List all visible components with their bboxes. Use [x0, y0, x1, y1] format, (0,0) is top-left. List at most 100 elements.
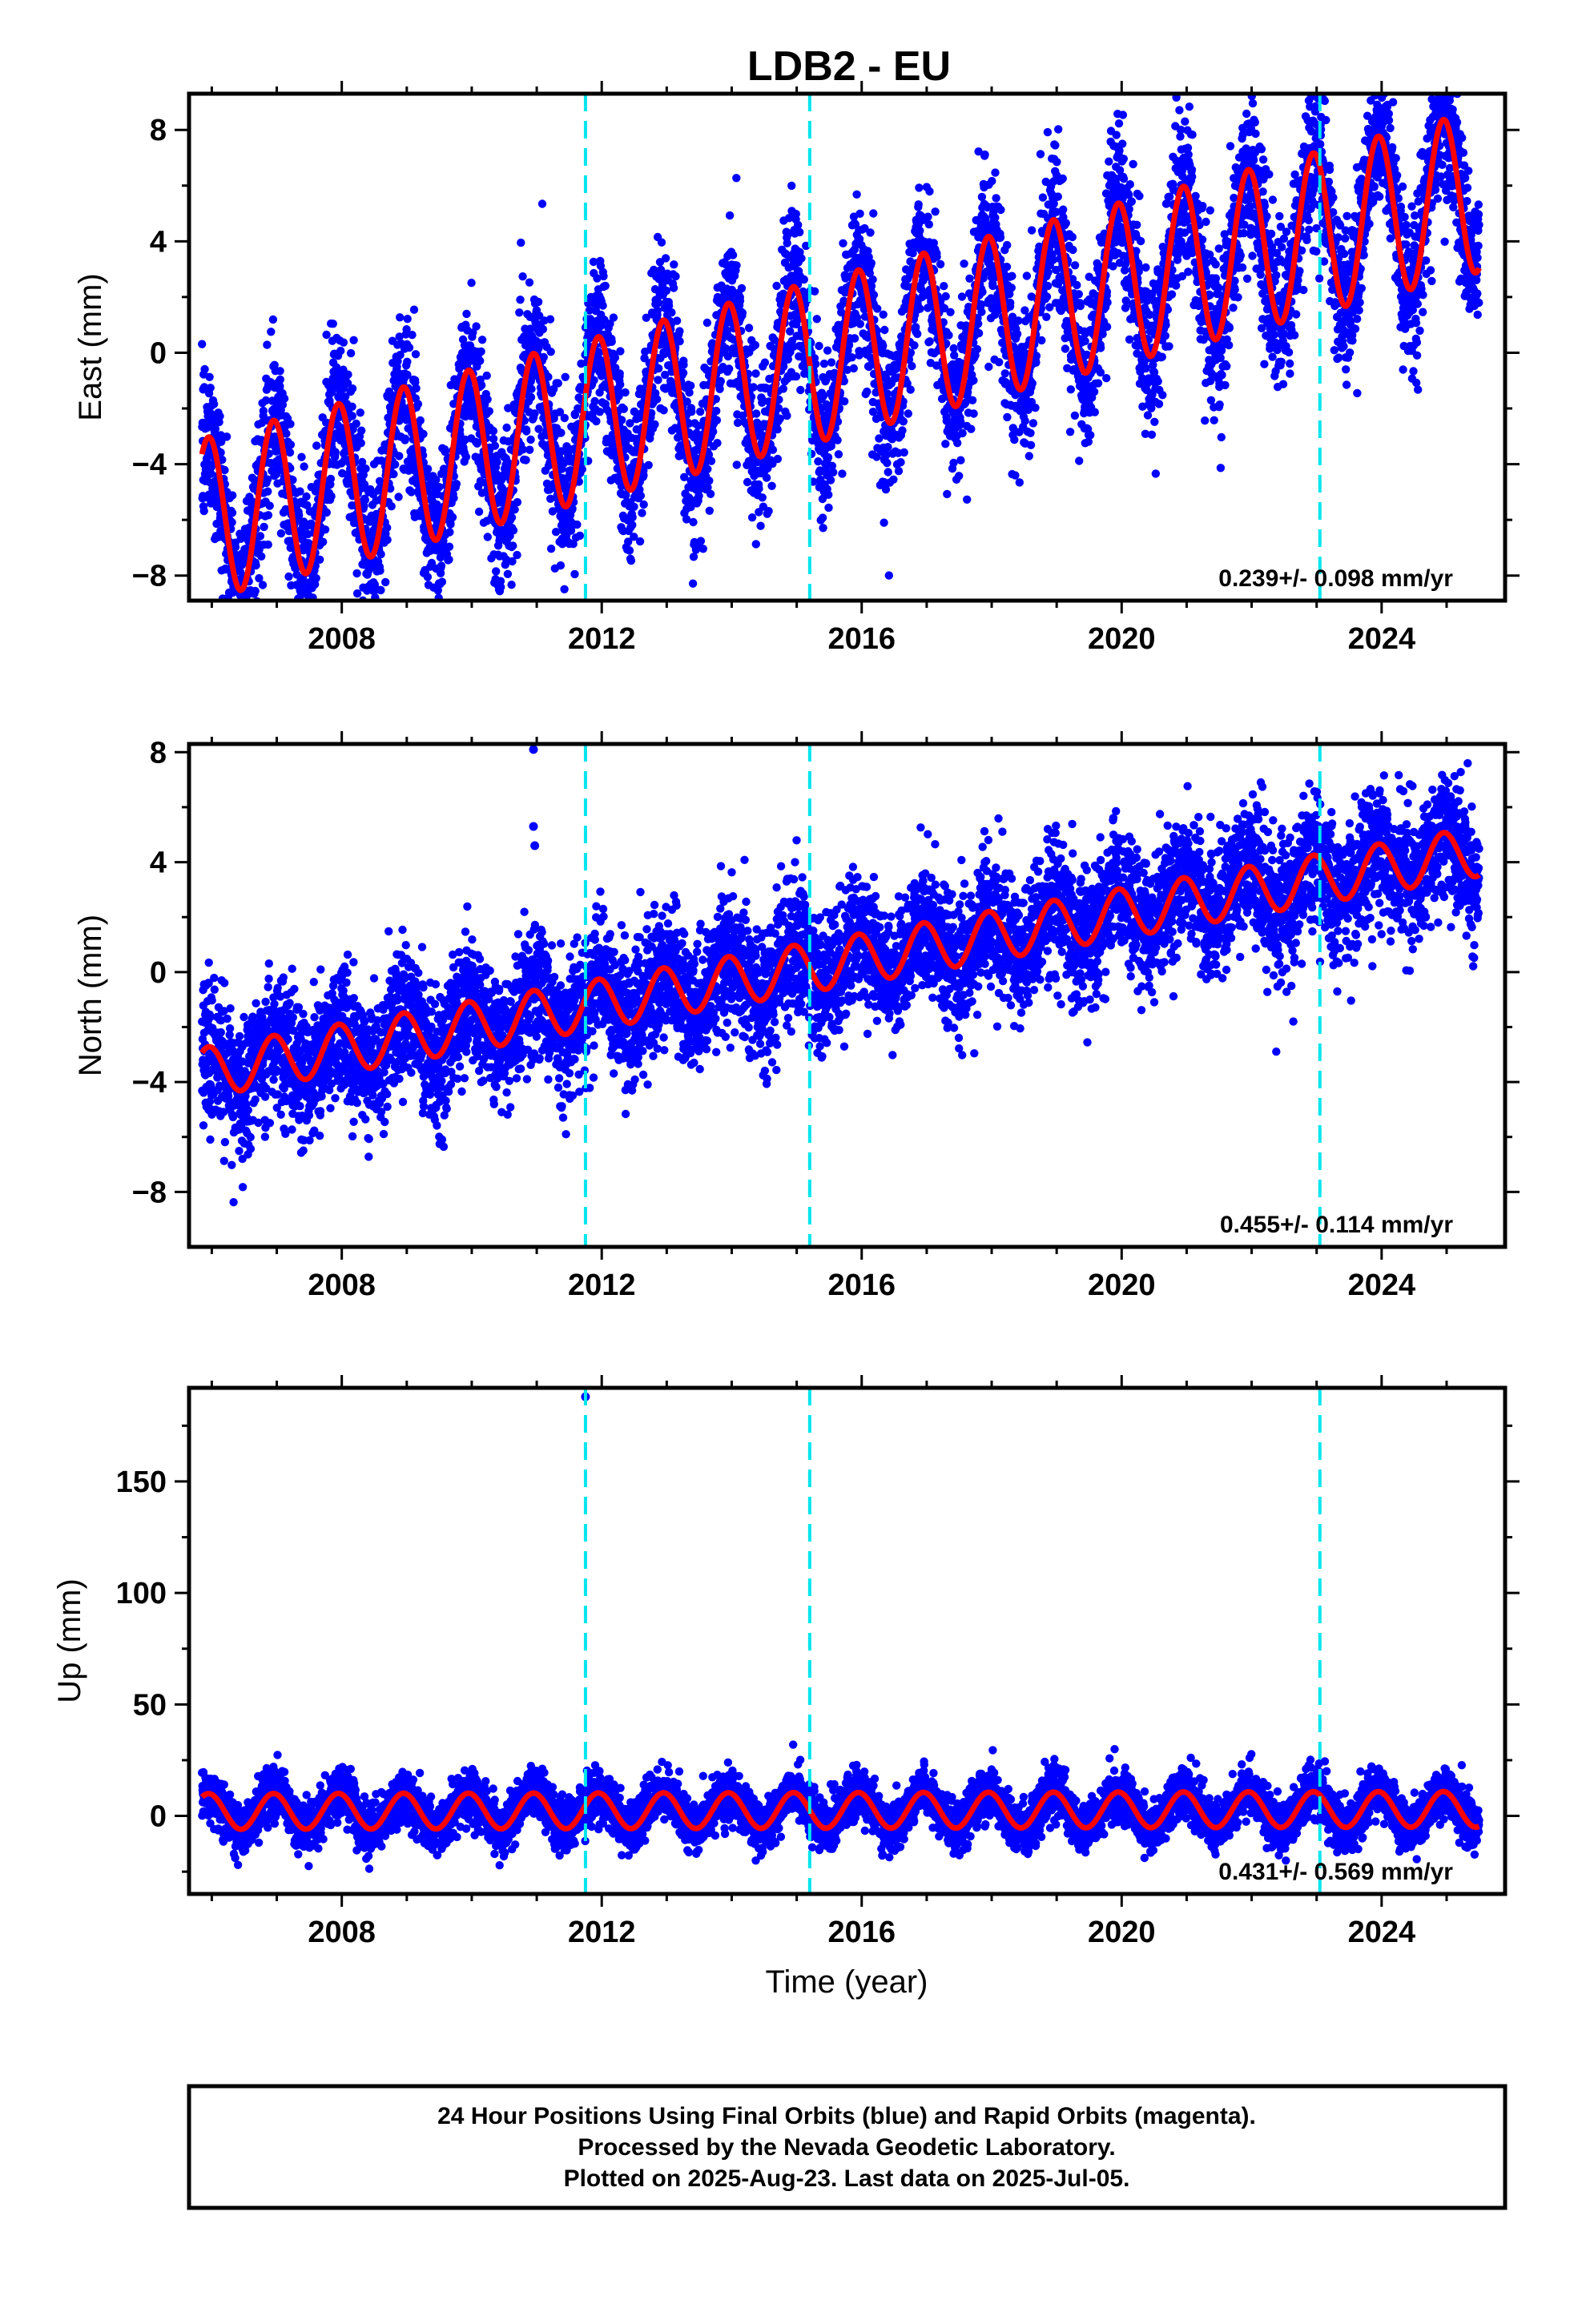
east-data-point: [1081, 336, 1089, 346]
east-data-point: [1051, 141, 1060, 150]
east-data-point: [749, 383, 758, 392]
east-data-point: [814, 457, 823, 466]
east-data-point: [495, 612, 503, 620]
east-data-point: [866, 228, 875, 237]
east-data-point: [1053, 158, 1061, 167]
east-data-point: [635, 537, 645, 546]
east-data-point: [284, 572, 293, 581]
east-data-point: [783, 411, 791, 420]
east-data-point: [356, 439, 365, 448]
east-data-point: [653, 395, 662, 404]
east-data-point: [395, 332, 404, 341]
east-data-point: [448, 513, 457, 522]
east-data-point: [1022, 271, 1032, 280]
east-data-point: [1068, 232, 1077, 242]
east-data-point: [461, 452, 471, 461]
east-data-point: [972, 344, 982, 354]
east-data-point: [904, 409, 913, 418]
east-data-point: [1012, 329, 1022, 339]
east-data-point: [411, 350, 421, 359]
east-data-point: [489, 434, 498, 444]
east-data-point: [1043, 127, 1053, 137]
east-data-point: [307, 604, 315, 612]
east-data-point: [431, 617, 439, 625]
east-data-point: [560, 585, 569, 593]
east-data-point: [297, 452, 306, 461]
east-data-point: [1075, 456, 1084, 465]
east-data-point: [855, 209, 864, 218]
east-data-point: [772, 281, 781, 291]
east-data-point: [931, 207, 940, 216]
east-data-point: [823, 346, 832, 355]
east-data-point: [322, 330, 331, 340]
east-data-point: [243, 625, 251, 633]
east-data-point: [546, 545, 556, 553]
east-data-point: [786, 327, 795, 336]
east-data-point: [407, 488, 416, 497]
east-data-point: [316, 555, 324, 564]
east-data-point: [616, 347, 625, 356]
east-data-point: [978, 287, 987, 296]
east-data-point: [967, 424, 976, 433]
east-data-point: [685, 388, 694, 397]
east-data-point: [485, 407, 493, 416]
east-data-point: [869, 291, 879, 300]
east-data-point: [767, 481, 776, 490]
east-data-point: [1086, 431, 1095, 440]
east-data-point: [1070, 411, 1080, 420]
east-data-point: [394, 493, 403, 501]
east-data-point: [936, 259, 945, 269]
east-data-point: [1008, 271, 1016, 280]
east-data-point: [312, 441, 321, 450]
east-data-point: [590, 376, 598, 384]
east-data-point: [237, 636, 245, 644]
east-data-point: [743, 477, 752, 487]
east-data-point: [348, 402, 356, 411]
east-data-point: [356, 408, 364, 417]
east-data-point: [1042, 312, 1051, 321]
east-data-point: [991, 168, 1000, 177]
east-data-point: [1007, 283, 1016, 292]
east-data-point: [670, 260, 678, 269]
east-data-point: [1065, 428, 1075, 436]
east-data-point: [296, 609, 304, 617]
east-data-point: [686, 381, 695, 390]
east-data-point: [833, 436, 842, 444]
east-data-point: [401, 434, 410, 443]
east-data-point: [601, 281, 610, 291]
east-data-point: [296, 487, 304, 496]
east-data-point: [376, 566, 384, 575]
east-data-point: [286, 420, 295, 428]
east-data-point: [669, 283, 678, 292]
east-data-point: [943, 489, 952, 499]
east-data-point: [557, 447, 566, 456]
east-data-point: [773, 454, 783, 464]
east-data-point: [1015, 478, 1024, 487]
east-data-point: [304, 539, 313, 548]
east-data-point: [489, 427, 498, 436]
east-data-point: [361, 464, 370, 473]
east-data-point: [995, 358, 1004, 367]
east-data-point: [239, 667, 247, 675]
east-data-point: [941, 440, 950, 448]
east-data-point: [497, 582, 505, 592]
east-data-point: [953, 439, 962, 448]
east-data-point: [233, 601, 241, 609]
east-data-point: [360, 480, 369, 489]
east-data-point: [235, 608, 244, 616]
east-data-point: [956, 456, 965, 464]
east-data-point: [977, 308, 986, 316]
east-data-point: [234, 604, 242, 612]
east-data-point: [944, 331, 953, 340]
east-data-point: [712, 416, 722, 424]
east-data-point: [322, 508, 331, 517]
east-data-point: [396, 313, 405, 322]
east-data-point: [762, 473, 771, 482]
east-data-point: [405, 343, 414, 352]
east-data-point: [320, 525, 330, 534]
east-data-point: [226, 606, 234, 614]
east-data-point: [791, 372, 801, 381]
east-data-point: [336, 346, 345, 356]
east-data-point: [288, 621, 296, 629]
